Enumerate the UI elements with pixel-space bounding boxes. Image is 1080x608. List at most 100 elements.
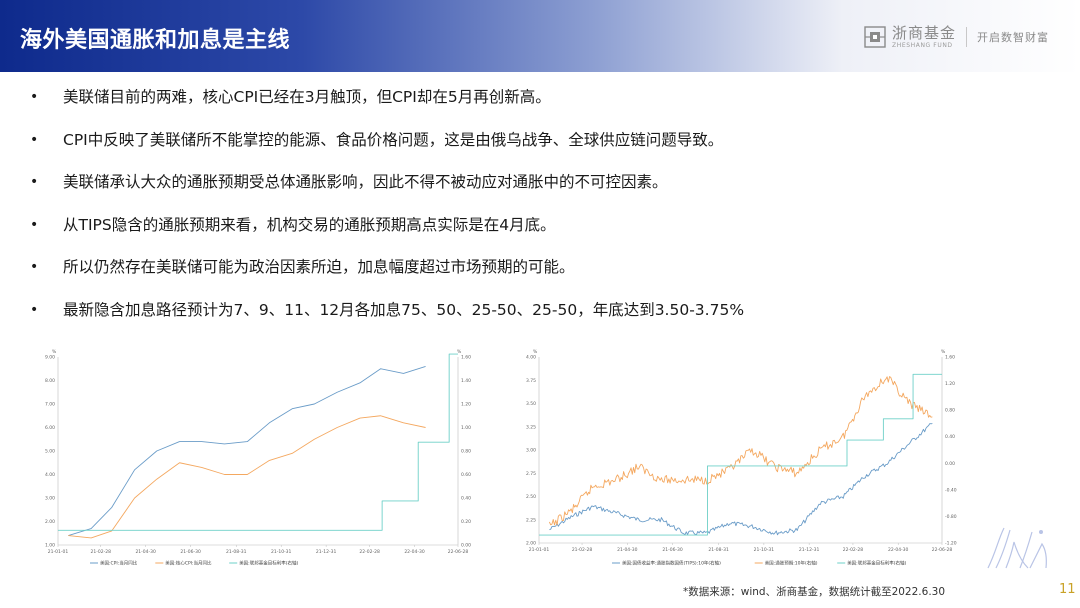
left-axis-tick-label: 8.00 (45, 378, 55, 384)
bullet-item: • CPI中反映了美联储所不能掌控的能源、食品价格问题，这是由俄乌战争、全球供应链… (30, 129, 1050, 172)
right-axis-tick-label: 1.60 (461, 355, 471, 361)
bullet-text: 从TIPS隐含的通胀预期来看，机构交易的通胀预期高点实际是在4月底。 (63, 215, 556, 234)
bullet-item: • 最新隐含加息路径预计为7、9、11、12月各加息75、50、25-50、25-… (30, 299, 1050, 342)
left-axis-tick-label: 4.00 (45, 472, 55, 478)
bullet-dot-icon: • (30, 216, 39, 233)
left-axis-tick-label: 5.00 (45, 449, 55, 455)
bullet-dot-icon: • (30, 259, 39, 276)
legend-label: 美国:联邦基金目标利率(右轴) (239, 560, 298, 567)
right-axis-tick-label: -0.40 (945, 487, 957, 493)
right-axis-tick-label: 1.00 (461, 425, 471, 431)
slide-title: 海外美国通胀和加息是主线 (20, 28, 291, 53)
legend-label: 美国:核心CPI:当月同比 (165, 560, 212, 567)
left-axis-tick-label: 2.50 (526, 494, 536, 500)
left-axis-tick-label: 7.00 (45, 402, 55, 408)
bullet-dot-icon: • (30, 174, 39, 191)
x-axis-tick-label: 21-02-28 (572, 547, 593, 553)
x-axis-tick-label: 21-01-01 (48, 549, 69, 555)
x-axis-tick-label: 21-12-31 (316, 549, 337, 555)
left-axis-tick-label: 2.75 (526, 471, 536, 477)
right-axis-unit: % (941, 349, 946, 355)
left-axis-tick-label: 3.00 (526, 448, 536, 454)
series-line (548, 376, 933, 526)
brand-divider (966, 27, 968, 47)
bullet-list: • 美联储目前的两难，核心CPI已经在3月触顶，但CPI却在5月再创新高。 • CP… (30, 86, 1050, 342)
left-axis-tick-label: 2.25 (526, 517, 536, 523)
left-axis-tick-label: 6.00 (45, 425, 55, 431)
left-axis-unit: % (533, 349, 538, 355)
left-axis-tick-label: 2.00 (45, 519, 55, 525)
tips-chart-svg: % % 2.00 2.25 2.50 2.75 3.00 3.25 3.50 3.75 4.00 -1… (526, 349, 957, 567)
cpi-chart: %% 1.00 2.00 3.00 4.00 5.00 6.00 7.00 8.00 9.00 0.… (28, 345, 490, 570)
left-axis-tick-label: 3.00 (45, 496, 55, 502)
series-line (549, 423, 933, 536)
x-axis-tick-label: 21-06-30 (180, 549, 201, 555)
left-axis-tick-label: 3.50 (526, 401, 536, 407)
right-axis-unit: % (457, 349, 462, 355)
brand-slogan: 开启数智财富 (977, 31, 1050, 44)
x-axis-tick-label: 21-06-30 (662, 547, 683, 553)
brand-name-en: ZHESHANG FUND (892, 41, 953, 49)
left-axis-tick-label: 3.25 (526, 424, 536, 430)
data-source-note: *数据来源：wind、浙商基金，数据统计截至2022.6.30 (683, 586, 946, 598)
right-axis-tick-label: 0.60 (461, 472, 471, 478)
brand-name: 浙商基金 (892, 23, 957, 42)
x-axis-tick-label: 22-06-28 (932, 547, 953, 553)
x-axis-tick-label: 22-02-28 (843, 547, 864, 553)
right-axis-tick-label: 0.80 (945, 408, 955, 414)
legend-label: 美国:联邦基金目标利率(右轴) (847, 560, 906, 567)
brand-text: 浙商基金 ZHESHANG FUND (892, 23, 957, 49)
right-axis-tick-label: -1.20 (945, 541, 957, 547)
x-axis-tick-label: 21-02-28 (91, 549, 112, 555)
page-number: 11 (1059, 582, 1076, 597)
right-axis-tick-label: 1.40 (461, 378, 471, 384)
bullet-item: • 美联储承认大众的通胀预期受总体通胀影响，因此不得不被动应对通胀中的不可控因素。 (30, 171, 1050, 214)
series-line (68, 415, 426, 539)
x-axis-tick-label: 21-08-31 (226, 549, 247, 555)
x-axis-tick-label: 22-06-28 (448, 549, 469, 555)
bullet-item: • 所以仍然存在美联储可能为政治因素所迫，加息幅度超过市场预期的可能。 (30, 256, 1050, 299)
left-axis-tick-label: 4.00 (526, 355, 536, 361)
right-axis-tick-label: 0.80 (461, 449, 471, 455)
x-axis-tick-label: 21-04-30 (135, 549, 156, 555)
zheshang-logo-icon (864, 26, 886, 48)
left-axis-tick-label: 9.00 (45, 355, 55, 361)
legend-label: 美国:CPI:当月同比 (100, 560, 138, 567)
bullet-text: 美联储承认大众的通胀预期受总体通胀影响，因此不得不被动应对通胀中的不可控因素。 (63, 173, 668, 192)
right-axis-tick-label: 0.40 (461, 496, 471, 502)
slide-header: 海外美国通胀和加息是主线 浙商基金 ZHESHANG FUND 开启数智财富 (0, 0, 1080, 72)
x-axis-tick-label: 21-10-31 (271, 549, 292, 555)
series-line (58, 353, 458, 531)
x-axis-tick-label: 22-04-30 (404, 549, 425, 555)
series-line (539, 373, 942, 536)
right-axis-tick-label: 0.40 (945, 434, 955, 440)
right-axis-tick-label: 0.00 (945, 461, 955, 467)
legend-label: 美国:通胀预期:10年(右轴) (765, 560, 818, 567)
tips-chart: %% 2.00 2.25 2.50 2.75 3.00 3.25 3.50 3.75 4.00 -1… (512, 345, 972, 570)
bullet-dot-icon: • (30, 89, 39, 105)
x-axis-tick-label: 22-04-30 (888, 547, 909, 553)
right-axis-tick-label: 1.60 (945, 355, 955, 361)
x-axis-tick-label: 22-02-28 (359, 549, 380, 555)
bullet-text: 美联储目前的两难，核心CPI已经在3月触顶，但CPI却在5月再创新高。 (63, 88, 551, 106)
bullet-text: 所以仍然存在美联储可能为政治因素所迫，加息幅度超过市场预期的可能。 (63, 258, 575, 277)
bullet-item: • 从TIPS隐含的通胀预期来看，机构交易的通胀预期高点实际是在4月底。 (30, 214, 1050, 257)
bullet-dot-icon: • (30, 301, 39, 318)
x-axis-tick-label: 21-12-31 (799, 547, 820, 553)
x-axis-tick-label: 21-08-31 (708, 547, 729, 553)
bullet-item: • 美联储目前的两难，核心CPI已经在3月触顶，但CPI却在5月再创新高。 (30, 86, 1050, 129)
x-axis-tick-label: 21-10-31 (754, 547, 775, 553)
right-axis-tick-label: 1.20 (461, 402, 471, 408)
series-line (68, 365, 426, 537)
right-axis-tick-label: 1.20 (945, 381, 955, 387)
cpi-chart-svg: % % 1.00 2.00 3.00 4.00 5.00 6.00 7.00 8.00 9.00 0.… (45, 349, 471, 567)
left-axis-unit: % (52, 349, 57, 355)
bullet-text: 最新隐含加息路径预计为7、9、11、12月各加息75、50、25-50、25-5… (63, 300, 745, 319)
legend-label: 美国:国债收益率:通胀指数国债(TIPS):10年(右轴) (622, 560, 721, 567)
left-axis-tick-label: 2.00 (526, 541, 536, 547)
x-axis-tick-label: 21-01-01 (529, 547, 550, 553)
left-axis-tick-label: 1.00 (45, 543, 55, 549)
right-axis-tick-label: 0.20 (461, 519, 471, 525)
x-axis-tick-label: 21-04-30 (617, 547, 638, 553)
bullet-text: CPI中反映了美联储所不能掌控的能源、食品价格问题，这是由俄乌战争、全球供应链问… (63, 130, 724, 149)
